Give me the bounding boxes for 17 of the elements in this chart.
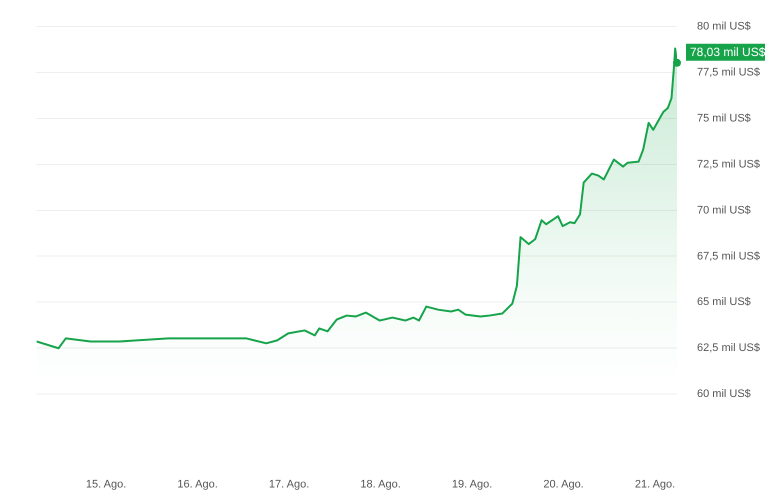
x-tick-label: 19. Ago. [452, 478, 492, 491]
y-tick-label: 77,5 mil US$ [697, 66, 760, 79]
y-tick-label: 70 mil US$ [697, 204, 751, 216]
y-tick-label: 67,5 mil US$ [697, 250, 760, 262]
x-tick-label: 18. Ago. [360, 478, 401, 491]
y-tick-label: 62,5 mil US$ [697, 342, 760, 354]
x-tick-label: 16. Ago. [177, 478, 218, 491]
y-tick-label: 65 mil US$ [697, 296, 751, 308]
y-tick-label: 72,5 mil US$ [697, 158, 760, 170]
x-tick-label: 21. Ago. [634, 478, 676, 491]
y-tick-label: 75 mil US$ [697, 112, 751, 124]
y-tick-label: 80 mil US$ [697, 20, 751, 33]
x-tick-label: 20. Ago. [543, 478, 584, 491]
y-tick-label: 60 mil US$ [697, 388, 751, 400]
annotation: 78,03 mil US$ [690, 45, 765, 60]
x-tick-label: 17. Ago. [268, 478, 310, 491]
x-tick-label: 15. Ago. [86, 478, 126, 491]
